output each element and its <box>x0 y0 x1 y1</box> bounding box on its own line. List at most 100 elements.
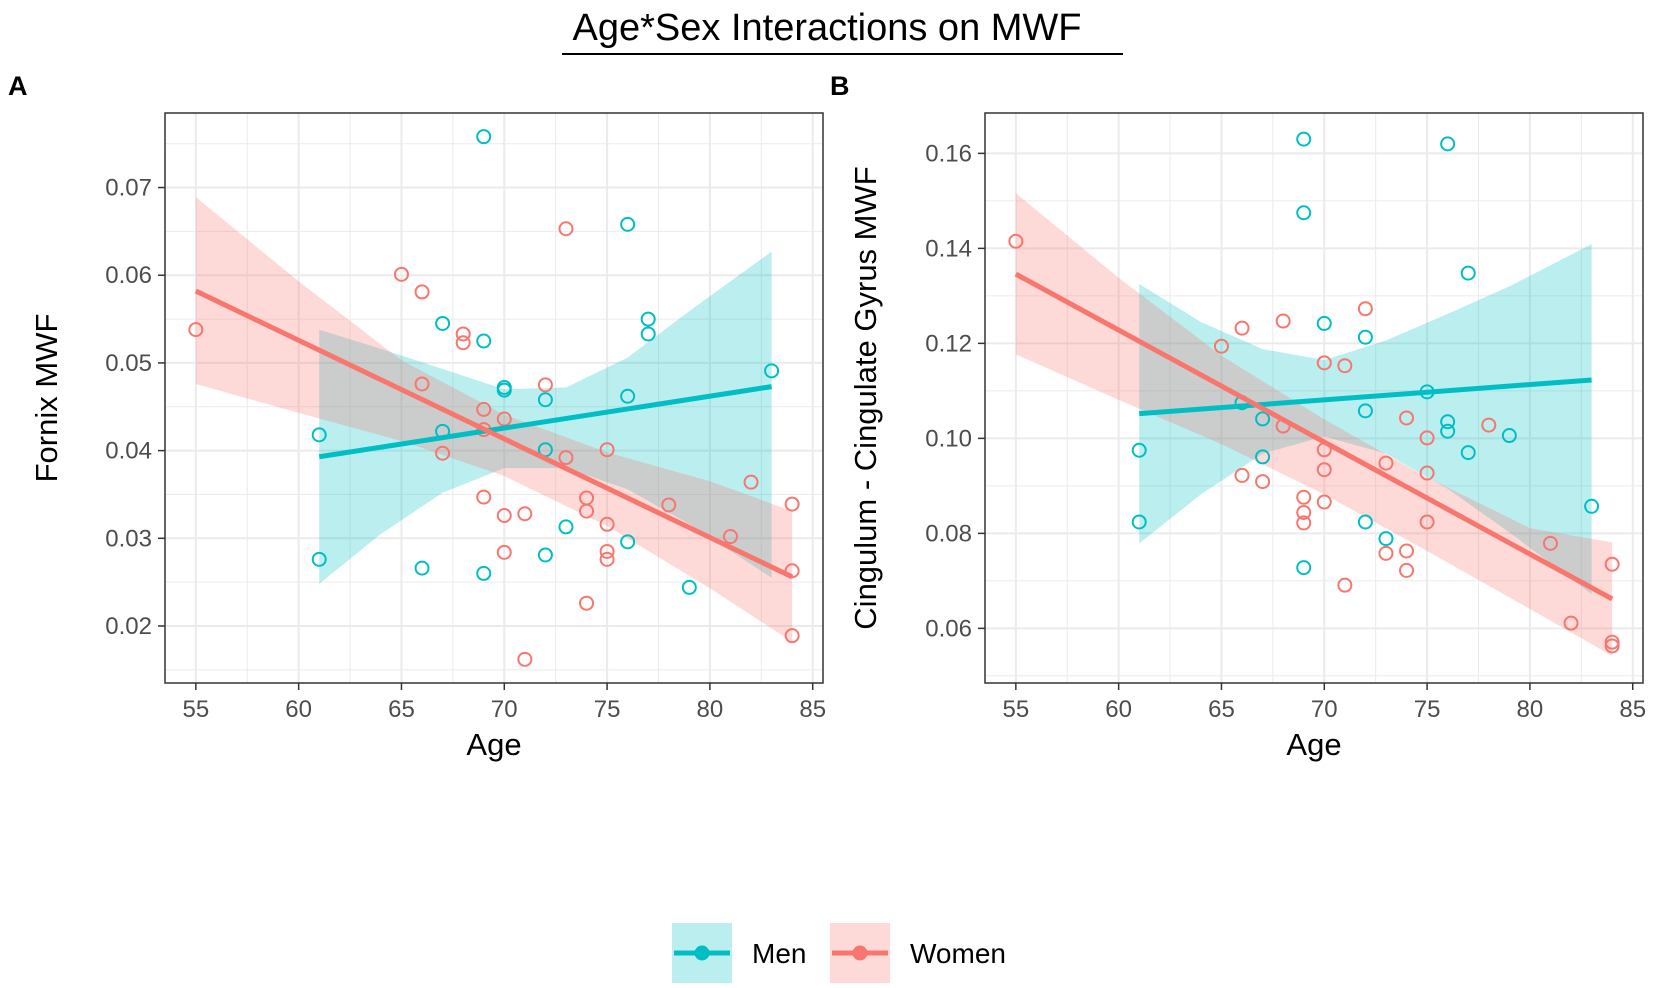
women-data-point <box>1255 474 1271 490</box>
women-data-point <box>1275 313 1291 329</box>
women-confidence-band <box>195 197 793 642</box>
women-fit-line <box>1014 271 1614 602</box>
y-tick-label: 0.06 <box>925 615 972 642</box>
women-data-point <box>599 516 615 532</box>
men-data-point <box>620 216 636 232</box>
women-data-point <box>1008 233 1024 249</box>
men-data-point <box>558 519 574 535</box>
women-data-point <box>476 489 492 505</box>
women-data-point <box>1234 320 1250 336</box>
panel-a: A 55 60 65 70 75 80 85 0.02 0.03 0.04 0.05 0.06 0.07 A… <box>8 71 826 762</box>
legend-point-women <box>852 945 868 961</box>
men-data-point <box>1440 423 1456 439</box>
y-tick-label: 0.06 <box>105 262 152 289</box>
x-tick-label: 70 <box>491 696 518 723</box>
men-data-point <box>1501 428 1517 444</box>
women-data-point <box>1213 338 1229 354</box>
women-data-point <box>455 326 471 342</box>
women-confidence-band <box>1015 193 1613 656</box>
men-data-point <box>1460 445 1476 461</box>
women-data-point <box>722 529 738 545</box>
women-data-point <box>1563 615 1579 631</box>
men-data-point <box>476 565 492 581</box>
men-data-point <box>1255 449 1271 465</box>
women-data-point <box>188 322 204 338</box>
women-data-point <box>579 595 595 611</box>
men-data-point <box>476 129 492 145</box>
women-data-point <box>1296 504 1312 520</box>
women-data-point <box>1604 634 1620 650</box>
women-data-point <box>558 221 574 237</box>
panel-label: A <box>8 71 28 101</box>
men-data-point <box>1316 315 1332 331</box>
legend-label-women: Women <box>910 938 1006 969</box>
x-tick-label: 80 <box>697 696 724 723</box>
women-data-point <box>517 651 533 667</box>
women-data-point <box>1296 489 1312 505</box>
panel-border <box>164 112 824 684</box>
men-data-point <box>537 547 553 563</box>
women-data-point <box>1604 638 1620 654</box>
x-tick-label: 75 <box>594 696 621 723</box>
women-data-point <box>1316 462 1332 478</box>
women-data-point <box>1337 358 1353 374</box>
women-data-point <box>435 445 451 461</box>
men-data-point <box>1440 414 1456 430</box>
y-tick-label: 0.04 <box>105 438 152 465</box>
women-data-point <box>517 506 533 522</box>
men-data-point <box>764 363 780 379</box>
women-data-point <box>1316 494 1332 510</box>
x-tick-label: 60 <box>1105 696 1132 723</box>
men-data-point <box>1296 560 1312 576</box>
y-tick-label: 0.02 <box>105 613 152 640</box>
women-data-point <box>599 442 615 458</box>
y-axis-title: Cingulum - Cingulate Gyrus MWF <box>848 166 883 629</box>
figure-title: Age*Sex Interactions on MWF <box>573 7 1082 49</box>
y-tick-label: 0.07 <box>105 175 152 202</box>
women-data-point <box>599 543 615 559</box>
men-fit-line <box>318 384 772 460</box>
women-data-point <box>1378 545 1394 561</box>
legend-point-men <box>694 945 710 961</box>
men-confidence-band <box>1139 244 1592 595</box>
women-data-point <box>1316 355 1332 371</box>
legend-label-men: Men <box>752 938 806 969</box>
legend: Men Women <box>672 923 1006 983</box>
women-data-point <box>1419 465 1435 481</box>
x-tick-label: 85 <box>1619 696 1646 723</box>
women-data-point <box>1234 467 1250 483</box>
women-data-point <box>784 628 800 644</box>
y-tick-label: 0.14 <box>925 235 972 262</box>
men-data-point <box>1357 403 1373 419</box>
men-data-point <box>1296 131 1312 147</box>
men-data-point <box>681 579 697 595</box>
men-data-point <box>620 534 636 550</box>
x-tick-label: 55 <box>182 696 209 723</box>
y-tick-label: 0.16 <box>925 140 972 167</box>
x-axis-title: Age <box>1286 727 1341 762</box>
women-fit-line <box>194 288 794 580</box>
y-tick-label: 0.08 <box>925 520 972 547</box>
women-data-point <box>1399 543 1415 559</box>
men-data-point <box>414 560 430 576</box>
men-data-point <box>1357 514 1373 530</box>
x-tick-label: 85 <box>799 696 826 723</box>
women-data-point <box>599 551 615 567</box>
women-data-point <box>1357 301 1373 317</box>
men-data-point <box>640 311 656 327</box>
women-data-point <box>414 284 430 300</box>
women-data-point <box>1378 455 1394 471</box>
women-data-point <box>1337 577 1353 593</box>
men-data-point <box>1357 329 1373 345</box>
x-tick-label: 60 <box>285 696 312 723</box>
men-fit-line <box>1139 377 1592 417</box>
x-tick-label: 75 <box>1414 696 1441 723</box>
women-data-point <box>1419 430 1435 446</box>
women-data-point <box>743 474 759 490</box>
women-data-point <box>1542 535 1558 551</box>
women-data-point <box>476 401 492 417</box>
men-data-point <box>496 382 512 398</box>
y-tick-label: 0.12 <box>925 330 972 357</box>
men-data-point <box>537 392 553 408</box>
men-data-point <box>640 326 656 342</box>
